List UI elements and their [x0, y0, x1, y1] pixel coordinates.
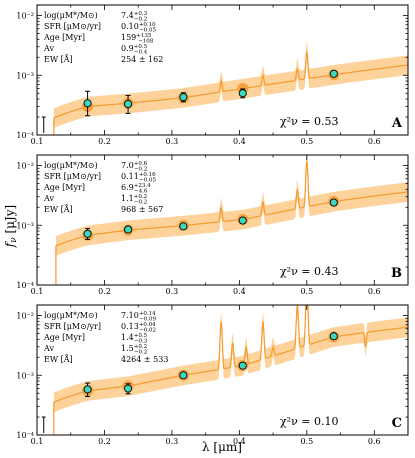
stat-label: EW [Å]	[44, 355, 73, 364]
y-tick-label: 10⁻²	[16, 12, 34, 21]
x-tick-label: 0.1	[31, 437, 44, 446]
y-tick-label: 10⁻²	[16, 162, 34, 171]
stat-value: 254 ± 162	[121, 55, 163, 64]
stat-label: SFR [μM⊙/yr]	[44, 22, 101, 31]
model-uncertainty-band	[55, 155, 408, 256]
panel-letter: B	[391, 266, 402, 281]
stat-value: 1.5+0.2 −0.2	[121, 344, 147, 356]
chi2-label: χ²ν = 0.53	[280, 115, 338, 128]
stat-value: 0.10+0.10 −0.05	[121, 22, 157, 34]
observed-data-point	[329, 69, 338, 78]
stat-label: SFR [μM⊙/yr]	[44, 172, 101, 181]
x-tick-label: 0.6	[368, 137, 381, 146]
model-spectrum-line	[53, 305, 408, 403]
y-tick-label: 10⁻³	[16, 371, 34, 380]
stat-label: Av	[43, 194, 54, 203]
stat-value: 1.4+0.5 −0.3	[121, 333, 148, 345]
observed-data-point	[83, 229, 92, 238]
stat-label: SFR [μM⊙/yr]	[44, 322, 101, 331]
y-tick-label: 10⁻³	[16, 71, 34, 80]
model-uncertainty-band	[53, 41, 408, 128]
x-tick-label: 0.1	[31, 287, 44, 296]
panel-letter: C	[392, 416, 402, 431]
figure-ylabel: fν [μJy]	[3, 205, 19, 249]
stat-value: 7.0+0.6 −0.2	[121, 161, 148, 173]
x-tick-label: 0.6	[368, 287, 381, 296]
stat-value: 7.4+0.3 −0.2	[121, 11, 148, 23]
stat-label: log(μM*/M⊙)	[44, 161, 98, 170]
x-tick-label: 0.1	[31, 137, 44, 146]
y-tick-label: 10⁻³	[16, 221, 34, 230]
observed-data-point	[124, 99, 133, 109]
y-tick-label: 10⁻²	[16, 312, 34, 321]
stat-label: Av	[43, 44, 54, 53]
x-tick-label: 0.5	[300, 137, 313, 146]
x-tick-label: 0.3	[166, 437, 179, 446]
x-tick-label: 0.6	[368, 437, 381, 446]
stat-value: 6.9+23.4 −4.6	[121, 183, 151, 195]
stat-label: EW [Å]	[44, 55, 73, 64]
panel-frame	[36, 154, 409, 286]
x-tick-label: 0.5	[300, 437, 313, 446]
stat-value: 968 ± 567	[121, 205, 163, 214]
panel-frame	[36, 4, 409, 136]
panel-A: 10⁻⁴ 10⁻³ 10⁻² 0.1 0.2 0.3 0.4 0.5 0.6 log(μM*/M⊙…	[16, 4, 409, 146]
x-tick-label: 0.4	[233, 137, 246, 146]
y-tick-label: 10⁻⁴	[16, 131, 34, 140]
observed-data-point	[124, 225, 133, 234]
x-tick-label: 0.3	[166, 287, 179, 296]
observed-data-point	[83, 385, 92, 394]
chi2-label: χ²ν = 0.10	[280, 415, 338, 428]
stat-value: 1.1+0.2 −0.2	[121, 194, 147, 206]
stat-label: log(μM*/M⊙)	[44, 11, 98, 20]
stat-value: 0.13+0.04 −0.02	[121, 322, 156, 334]
x-tick-label: 0.2	[98, 137, 111, 146]
x-tick-label: 0.5	[300, 287, 313, 296]
stat-label: Age [Myr]	[43, 33, 85, 42]
x-tick-label: 0.4	[233, 437, 246, 446]
observed-data-point	[329, 332, 338, 341]
plot-area	[41, 41, 408, 135]
observed-data-point	[179, 93, 188, 102]
model-spectrum-line	[55, 160, 408, 247]
observed-data-point	[124, 384, 133, 393]
stat-value: 159+135 −108	[121, 33, 154, 45]
observed-data-point	[83, 99, 92, 108]
panel-C: 10⁻⁴ 10⁻³ 10⁻² 0.1 0.2 0.3 0.4 0.5 0.6 log(μM*/M⊙…	[16, 304, 409, 446]
stat-label: Age [Myr]	[43, 333, 85, 342]
chi2-label: χ²ν = 0.43	[280, 265, 338, 278]
panel-frame	[36, 304, 409, 436]
stat-label: EW [Å]	[44, 205, 73, 214]
x-tick-label: 0.4	[233, 287, 246, 296]
observed-data-point	[179, 222, 188, 231]
stat-value: 7.10+0.14 −0.09	[121, 311, 157, 323]
figure-xlabel: λ [μm]	[202, 440, 242, 454]
y-tick-label: 10⁻⁴	[16, 281, 34, 290]
panel-letter: A	[391, 116, 403, 131]
x-tick-label: 0.2	[98, 287, 111, 296]
stat-label: log(μM*/M⊙)	[44, 311, 98, 320]
stat-label: Age [Myr]	[43, 183, 85, 192]
plot-area	[55, 155, 408, 285]
observed-data-point	[329, 198, 338, 207]
stat-value: 0.11+0.16 −0.05	[121, 172, 157, 184]
model-spectrum-line	[53, 51, 408, 119]
y-tick-label: 10⁻⁴	[16, 431, 34, 440]
x-tick-label: 0.2	[98, 437, 111, 446]
stat-label: Av	[43, 344, 54, 353]
stat-value: 0.9+0.5 −0.4	[121, 44, 148, 56]
observed-data-point	[238, 361, 247, 370]
observed-data-point	[238, 216, 247, 225]
observed-data-point	[238, 89, 247, 98]
x-tick-label: 0.3	[166, 137, 179, 146]
panel-B: 10⁻⁴ 10⁻³ 10⁻² 0.1 0.2 0.3 0.4 0.5 0.6 log(μM*/M⊙…	[16, 154, 409, 296]
plot-area	[41, 305, 408, 435]
model-uncertainty-band	[53, 305, 408, 413]
stat-value: 4264 ± 533	[121, 355, 168, 364]
observed-data-point	[179, 371, 188, 380]
